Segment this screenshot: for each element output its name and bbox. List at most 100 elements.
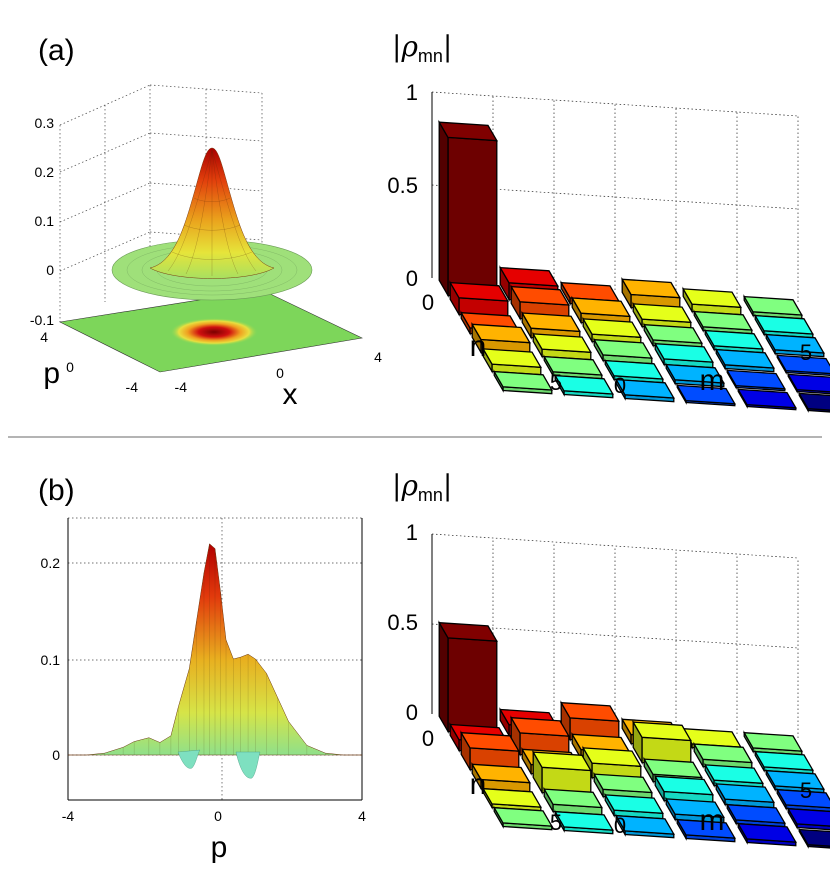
wigner-a-x-label: x [283,378,298,411]
wigner-b-curve [68,543,362,756]
density-bar-top [449,281,509,302]
density-bar-top [654,775,714,796]
wigner-a-zticks: 0.3 0.2 0.1 0 -0.1 [30,115,54,328]
density-bar [676,382,736,407]
density-bar-top [510,285,570,306]
density-a-n-label: n [470,330,487,363]
density-bar [682,286,742,316]
density-a-title-bar: | [443,30,452,63]
density-a-n-tick: 0 [422,290,434,315]
wigner-b-ytick: 0.2 [41,555,61,571]
wigner-b-mesh [104,543,326,755]
density-bar [482,786,542,812]
density-bar-top [654,342,714,363]
density-bar-top [665,363,725,384]
wigner-a-p-tick: -4 [126,379,139,395]
density-bar [543,354,603,380]
density-b-n-tick: 0 [422,726,434,751]
density-grid-line [431,623,799,649]
density-bar-top [643,758,703,779]
density-bar-top [715,783,775,804]
density-bar-top [543,355,603,376]
wigner-b-xtick: -4 [62,808,75,824]
density-bar-top [743,295,803,316]
density-bar-top [438,121,498,142]
density-bar-top [776,354,830,375]
density-bar [604,358,664,384]
density-b-title-bar: | [392,469,401,502]
density-bar-top [798,392,830,411]
density-bar-top [726,803,786,824]
density-bar [776,787,830,813]
density-a-ztick: 1 [406,80,418,105]
density-b-ztick: 1 [406,520,418,545]
density-grid [431,533,799,738]
density-bar [604,792,664,820]
density-bar [493,369,553,395]
density-bar-top [604,794,664,815]
density-matrix-a: |ρmn| 1 0.5 0 0 n 5 0 m 5 [387,30,830,413]
density-bar-top [787,807,830,827]
density-a-title-sub: mn [418,46,443,66]
density-bar-top [554,374,614,395]
density-bar-top [615,814,675,835]
density-bar-top [765,769,825,790]
density-bar [743,294,803,320]
density-b-title-sub: mn [418,485,443,505]
density-bar [554,373,614,399]
density-bar [754,749,814,775]
density-a-ztick: 0.5 [387,173,418,198]
density-bar-top [665,798,725,819]
density-bar-top [676,384,736,405]
density-bar [726,367,786,392]
density-bar-top [693,743,753,764]
density-b-n-tick: 5 [550,810,562,835]
density-bar [615,813,675,839]
wigner-a-x-tick: 4 [374,349,382,365]
density-bar [615,377,675,403]
density-bar [654,341,714,369]
density-b-title-rho: ρ [400,469,418,502]
density-bar [754,313,814,339]
wigner-b-ytick: 0.1 [41,652,61,668]
density-bar [726,802,786,828]
density-bar-top [471,763,531,784]
density-bar-top [532,751,592,772]
panel-label-a: (a) [38,34,75,67]
density-matrix-b: |ρmn| 1 0.5 0 0 n 5 0 m 5 [387,469,830,849]
density-grid-line [431,533,799,559]
density-bar [643,322,703,350]
density-bar [737,821,797,847]
wigner-b-ytick: 0 [52,747,60,763]
wigner-surface-a: 0.3 0.2 0.1 0 -0.1 4 p 0 -4 -4 0 x 4 [30,84,382,411]
density-bar [798,827,830,849]
density-bar [438,620,498,736]
density-bar [787,806,830,831]
density-b-m-tick: 5 [800,778,812,803]
wigner-b-xtick: 0 [214,808,222,824]
wigner-a-x-tick: 0 [276,365,284,381]
density-bar-top [438,621,498,642]
density-bar-top [693,310,753,331]
density-bar-top [582,747,642,768]
wigner-a-ztick: 0.3 [35,115,55,131]
density-bar-top [754,314,814,335]
density-grid-line [431,91,799,117]
density-bar-top [582,318,642,339]
density-bar-top [737,822,797,843]
density-a-m-tick: 0 [614,373,626,398]
density-bar-top [632,303,692,324]
wigner-a-ztick: 0.2 [35,164,55,180]
density-bar [715,347,775,373]
density-bar-top [560,281,620,302]
wigner-a-x-tick: -4 [175,379,188,395]
density-bar-side [438,620,449,734]
density-a-title-bar: | [392,30,401,63]
density-bar-top [593,773,653,794]
density-b-title-bar: | [443,469,452,502]
density-a-title-rho: ρ [400,30,418,63]
density-bar-top [754,750,814,771]
density-bar-front [447,136,498,300]
density-bar [765,332,825,358]
density-bar-side [438,119,449,298]
